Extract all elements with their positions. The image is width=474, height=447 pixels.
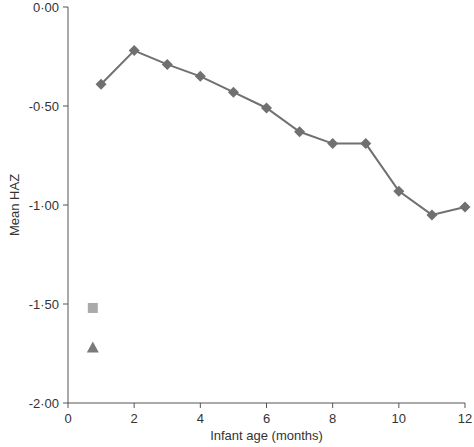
- x-tick-label: 10: [392, 411, 406, 426]
- point: [360, 138, 371, 149]
- point: [426, 209, 437, 220]
- y-tick: [63, 403, 68, 404]
- y-tick-label: -1·50: [29, 297, 59, 312]
- x-tick-label: 8: [329, 411, 336, 426]
- x-tick: [266, 403, 267, 408]
- y-tick: [63, 205, 68, 206]
- x-tick-label: 4: [197, 411, 204, 426]
- x-tick-label: 0: [64, 411, 71, 426]
- line: [101, 51, 465, 215]
- point: [129, 45, 140, 56]
- x-tick-label: 6: [263, 411, 270, 426]
- x-tick: [332, 403, 333, 408]
- x-tick: [68, 403, 69, 408]
- y-tick-label: 0·00: [33, 0, 59, 15]
- point: [96, 79, 107, 90]
- x-tick: [134, 403, 135, 408]
- point: [195, 71, 206, 82]
- x-tick-label: 2: [131, 411, 138, 426]
- chart: 0·00 -0·50 -1·00 -1·50 -2·00 0 2 4 6 8 10 12 Infant …: [0, 0, 474, 447]
- point: [261, 102, 272, 113]
- point: [88, 303, 98, 313]
- x-axis-label: Infant age (months): [210, 428, 323, 443]
- point: [162, 59, 173, 70]
- x-tick: [398, 403, 399, 408]
- point: [228, 87, 239, 98]
- y-tick-label: -0·50: [29, 99, 59, 114]
- point: [327, 138, 338, 149]
- point: [294, 126, 305, 137]
- point: [87, 342, 99, 353]
- plot-area: [87, 45, 471, 353]
- x-tick-label: 12: [458, 411, 472, 426]
- point: [460, 201, 471, 212]
- y-tick: [63, 106, 68, 107]
- y-tick: [63, 304, 68, 305]
- x-tick: [465, 403, 466, 408]
- x-tick: [200, 403, 201, 408]
- y-tick: [63, 7, 68, 8]
- y-tick-label: -2·00: [29, 396, 59, 411]
- y-tick-label: -1·00: [29, 198, 59, 213]
- y-axis-label: Mean HAZ: [7, 174, 22, 236]
- point: [393, 186, 404, 197]
